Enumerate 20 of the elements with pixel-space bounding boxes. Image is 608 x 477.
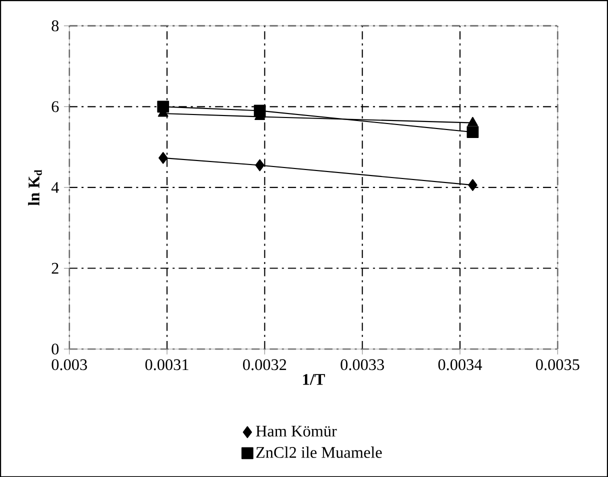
point	[466, 126, 479, 138]
x-tick-label: 0.0033	[340, 359, 384, 370]
y-tick-label: 0	[52, 343, 59, 354]
point	[468, 178, 478, 191]
y-tick-label: 8	[52, 20, 59, 32]
point	[467, 116, 478, 126]
point	[255, 159, 264, 172]
legend-label: ZnCl2 ile Muamele	[256, 446, 382, 458]
y-tick-label: 2	[52, 262, 58, 274]
x-axis-title: 1/T	[303, 374, 325, 385]
x-tick-label: 0.0031	[145, 359, 188, 370]
legend-label: Ham Kömür	[256, 426, 337, 436]
x-tick-label: 0.0035	[536, 359, 580, 370]
y-tick-label: 4	[51, 182, 59, 193]
x-tick-label: 0.0032	[243, 359, 286, 370]
y-tick-label: 6	[52, 101, 59, 112]
x-tick-label: 0.0034	[438, 359, 482, 370]
y-axis-title: ln K$_{d}$	[28, 170, 42, 206]
x-tick-label: 0.003	[52, 359, 87, 370]
point	[158, 152, 168, 164]
